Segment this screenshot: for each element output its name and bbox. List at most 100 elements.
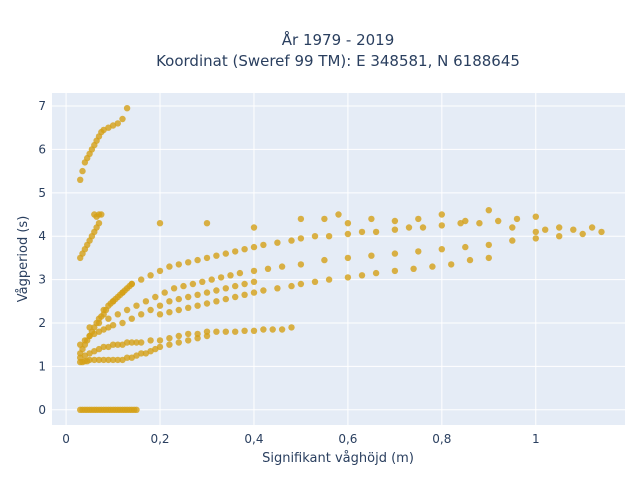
- x-tick-label: 0,6: [338, 432, 357, 446]
- y-gridlines: [52, 105, 625, 411]
- scatter-point: [119, 115, 126, 123]
- scatter-point: [166, 341, 173, 348]
- scatter-point: [579, 230, 586, 238]
- x-tick-label: 0: [62, 432, 70, 446]
- scatter-point: [123, 306, 131, 314]
- scatter-point: [405, 224, 413, 231]
- scatter-point: [109, 356, 117, 364]
- scatter-point: [532, 235, 539, 242]
- scatter-point: [250, 278, 258, 285]
- scatter-point: [264, 265, 272, 272]
- scatter-point: [156, 337, 164, 344]
- scatter-point: [203, 289, 211, 296]
- scatter-point: [114, 120, 122, 127]
- scatter-point: [485, 207, 492, 214]
- scatter-point: [241, 291, 248, 298]
- scatter-point: [372, 269, 380, 277]
- scatter-point: [105, 315, 112, 322]
- scatter-point: [485, 241, 492, 249]
- x-tick-labels: 0 0,2 0,4 0,6 0,8 1: [62, 432, 539, 446]
- scatter-point: [189, 280, 197, 288]
- scatter-point: [91, 356, 98, 364]
- y-tick-label: 6: [38, 142, 46, 156]
- scatter-point: [128, 339, 135, 346]
- scatter-point: [415, 248, 422, 255]
- scatter-point: [232, 248, 239, 255]
- scatter-point: [438, 222, 445, 229]
- scatter-point: [429, 263, 436, 270]
- scatter-point: [438, 246, 445, 253]
- scatter-point: [509, 237, 516, 244]
- scatter-point: [119, 319, 126, 327]
- y-tick-label: 4: [38, 229, 46, 243]
- scatter-point: [185, 304, 192, 311]
- scatter-point: [250, 327, 258, 334]
- scatter-point: [213, 328, 220, 335]
- scatter-point: [232, 293, 239, 301]
- scatter-point: [335, 211, 342, 218]
- scatter-point: [194, 256, 201, 264]
- scatter-point: [274, 285, 281, 292]
- scatter-point: [241, 280, 248, 288]
- scatter-point: [133, 406, 140, 413]
- scatter-point: [297, 215, 305, 223]
- scatter-point: [194, 291, 201, 298]
- scatter-point: [123, 354, 131, 361]
- scatter-point: [180, 282, 187, 290]
- x-tick-label: 0,2: [150, 432, 169, 446]
- scatter-point: [250, 243, 258, 251]
- scatter-point: [185, 330, 192, 338]
- scatter-point: [203, 254, 211, 262]
- scatter-point: [311, 278, 319, 285]
- scatter-point: [278, 326, 286, 333]
- scatter-point: [448, 261, 455, 268]
- scatter-point: [222, 295, 229, 303]
- scatter-point: [175, 295, 182, 303]
- scatter-point: [297, 261, 305, 268]
- scatter-point: [325, 233, 333, 240]
- scatter-point: [321, 256, 328, 264]
- scatter-point: [114, 311, 122, 318]
- scatter-point: [542, 226, 549, 233]
- scatter-point: [598, 228, 605, 236]
- scatter-point: [147, 306, 154, 314]
- scatter-point: [495, 217, 502, 225]
- chart-title-line-1: År 1979 - 2019: [282, 30, 395, 49]
- scatter-point: [100, 343, 107, 351]
- scatter-point: [344, 230, 352, 238]
- scatter-point: [297, 280, 305, 288]
- scatter-point: [410, 265, 417, 272]
- scatter-point: [166, 335, 173, 342]
- y-tick-label: 7: [38, 99, 46, 113]
- scatter-point: [532, 228, 539, 236]
- scatter-point: [105, 356, 112, 364]
- scatter-point: [391, 226, 399, 233]
- scatter-point: [203, 300, 211, 307]
- scatter-point: [213, 287, 220, 294]
- scatter-point: [133, 339, 140, 346]
- scatter-point: [485, 254, 492, 262]
- scatter-point: [79, 167, 86, 175]
- scatter-point: [156, 343, 164, 351]
- scatter-point: [109, 341, 117, 348]
- scatter-point: [227, 272, 234, 279]
- y-tick-label: 0: [38, 403, 46, 417]
- scatter-point: [476, 220, 483, 227]
- scatter-point: [391, 250, 399, 257]
- scatter-point: [95, 220, 103, 227]
- scatter-point: [161, 289, 168, 296]
- scatter-point: [147, 272, 154, 279]
- scatter-point: [114, 341, 122, 348]
- scatter-point: [288, 324, 295, 331]
- scatter-point: [100, 356, 107, 364]
- y-tick-labels: 0 1 2 3 4 5 6 7: [38, 99, 46, 417]
- scatter-point: [217, 274, 225, 281]
- scatter-point: [438, 211, 445, 218]
- scatter-point: [344, 274, 352, 281]
- scatter-point: [222, 328, 229, 335]
- scatter-point: [194, 330, 201, 338]
- scatter-point: [152, 293, 159, 301]
- scatter-point: [166, 298, 173, 305]
- scatter-point: [203, 328, 211, 335]
